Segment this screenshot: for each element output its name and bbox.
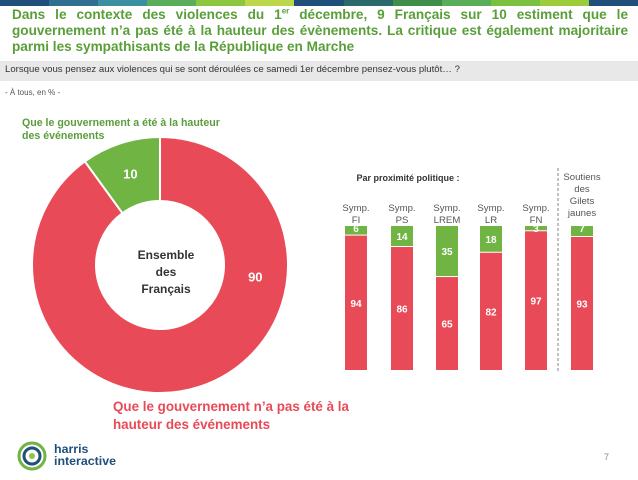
question-band <box>0 61 638 81</box>
bar-segment-positive <box>436 226 458 277</box>
bar-value-positive: 14 <box>396 232 408 243</box>
top-bar-segment <box>539 0 589 6</box>
top-bar-segment <box>490 0 540 6</box>
top-bar-segment <box>196 0 246 6</box>
title-superscript: er <box>281 6 290 16</box>
top-bar-segment <box>588 0 638 6</box>
top-bar-segment <box>147 0 197 6</box>
donut-center-label: des <box>156 265 177 279</box>
donut-slice <box>31 135 289 394</box>
top-bar-segment <box>49 0 99 6</box>
top-bar-segment <box>0 0 50 6</box>
bar-value-positive: 3 <box>533 224 539 235</box>
survey-base: - À tous, en % - <box>5 88 61 97</box>
top-bar-segment <box>245 0 295 6</box>
bar-segment-negative <box>391 247 413 370</box>
bar-segment-negative <box>345 235 367 370</box>
donut-center-label: Ensemble <box>138 248 195 262</box>
category-label: Symp. <box>433 203 460 214</box>
title-part-2: décembre, 9 Français sur 10 estiment que… <box>12 7 629 54</box>
bar-value-positive: 35 <box>441 247 453 258</box>
label-positive: Que le gouvernement a été à la hauteur d… <box>22 117 220 142</box>
category-label: LREM <box>434 215 461 226</box>
donut-value-label: 10 <box>123 167 137 182</box>
bar-value-negative: 82 <box>485 307 497 318</box>
bar-segment-positive <box>391 226 413 247</box>
category-label: Symp. <box>522 203 549 214</box>
bar-chart-title: Par proximité politique : <box>356 173 459 183</box>
donut-center-label: Français <box>141 282 191 296</box>
bar-segment-positive <box>571 226 593 237</box>
bar-value-negative: 93 <box>576 300 588 311</box>
top-bar-segment <box>392 0 442 6</box>
bar-value-negative: 86 <box>396 305 408 316</box>
harris-logo-text: harris interactive <box>54 443 116 467</box>
bar-segment-positive <box>345 226 367 235</box>
logo-line-2: interactive <box>54 454 116 468</box>
bar-segment-negative <box>480 252 502 370</box>
category-label: FN <box>530 215 543 226</box>
label-negative: Que le gouvernement n’a pas été à la hau… <box>113 399 349 432</box>
bar-segment-positive <box>525 226 547 231</box>
bar-value-positive: 7 <box>579 224 585 235</box>
donut-value-label: 90 <box>248 269 262 284</box>
page-number: 7 <box>604 452 610 462</box>
category-label: PS <box>396 215 409 226</box>
bar-value-negative: 97 <box>530 297 542 308</box>
bar-value-negative: 65 <box>441 320 453 331</box>
slide-title: Dans le contexte des violences du 1er dé… <box>12 7 628 55</box>
category-label: Symp. <box>342 203 369 214</box>
bar-value-negative: 94 <box>350 299 362 310</box>
bar-value-positive: 18 <box>485 235 497 246</box>
title-part-1: Dans le contexte des violences du 1 <box>12 7 282 22</box>
logo-line-1: harris <box>54 442 89 456</box>
bar-segment-negative <box>525 231 547 370</box>
survey-question: Lorsque vous pensez aux violences qui se… <box>5 64 460 75</box>
bar-value-positive: 6 <box>353 224 359 235</box>
bar-segment-negative <box>436 277 458 370</box>
category-label: Symp. <box>388 203 415 214</box>
top-bar-segment <box>441 0 491 6</box>
top-color-bar <box>0 0 638 6</box>
bar-segment-negative <box>571 237 593 370</box>
top-bar-segment <box>98 0 148 6</box>
category-label: Gilets <box>570 196 595 207</box>
donut-hole <box>97 202 223 328</box>
bar-segment-positive <box>480 226 502 252</box>
top-bar-segment <box>343 0 393 6</box>
category-label: Soutiens <box>563 172 601 183</box>
category-label: LR <box>485 215 497 226</box>
category-label: Symp. <box>477 203 504 214</box>
top-bar-segment <box>294 0 344 6</box>
category-label: FI <box>352 215 361 226</box>
category-label: jaunes <box>567 208 596 219</box>
harris-logo-icon <box>17 441 47 471</box>
category-label: des <box>574 184 590 195</box>
